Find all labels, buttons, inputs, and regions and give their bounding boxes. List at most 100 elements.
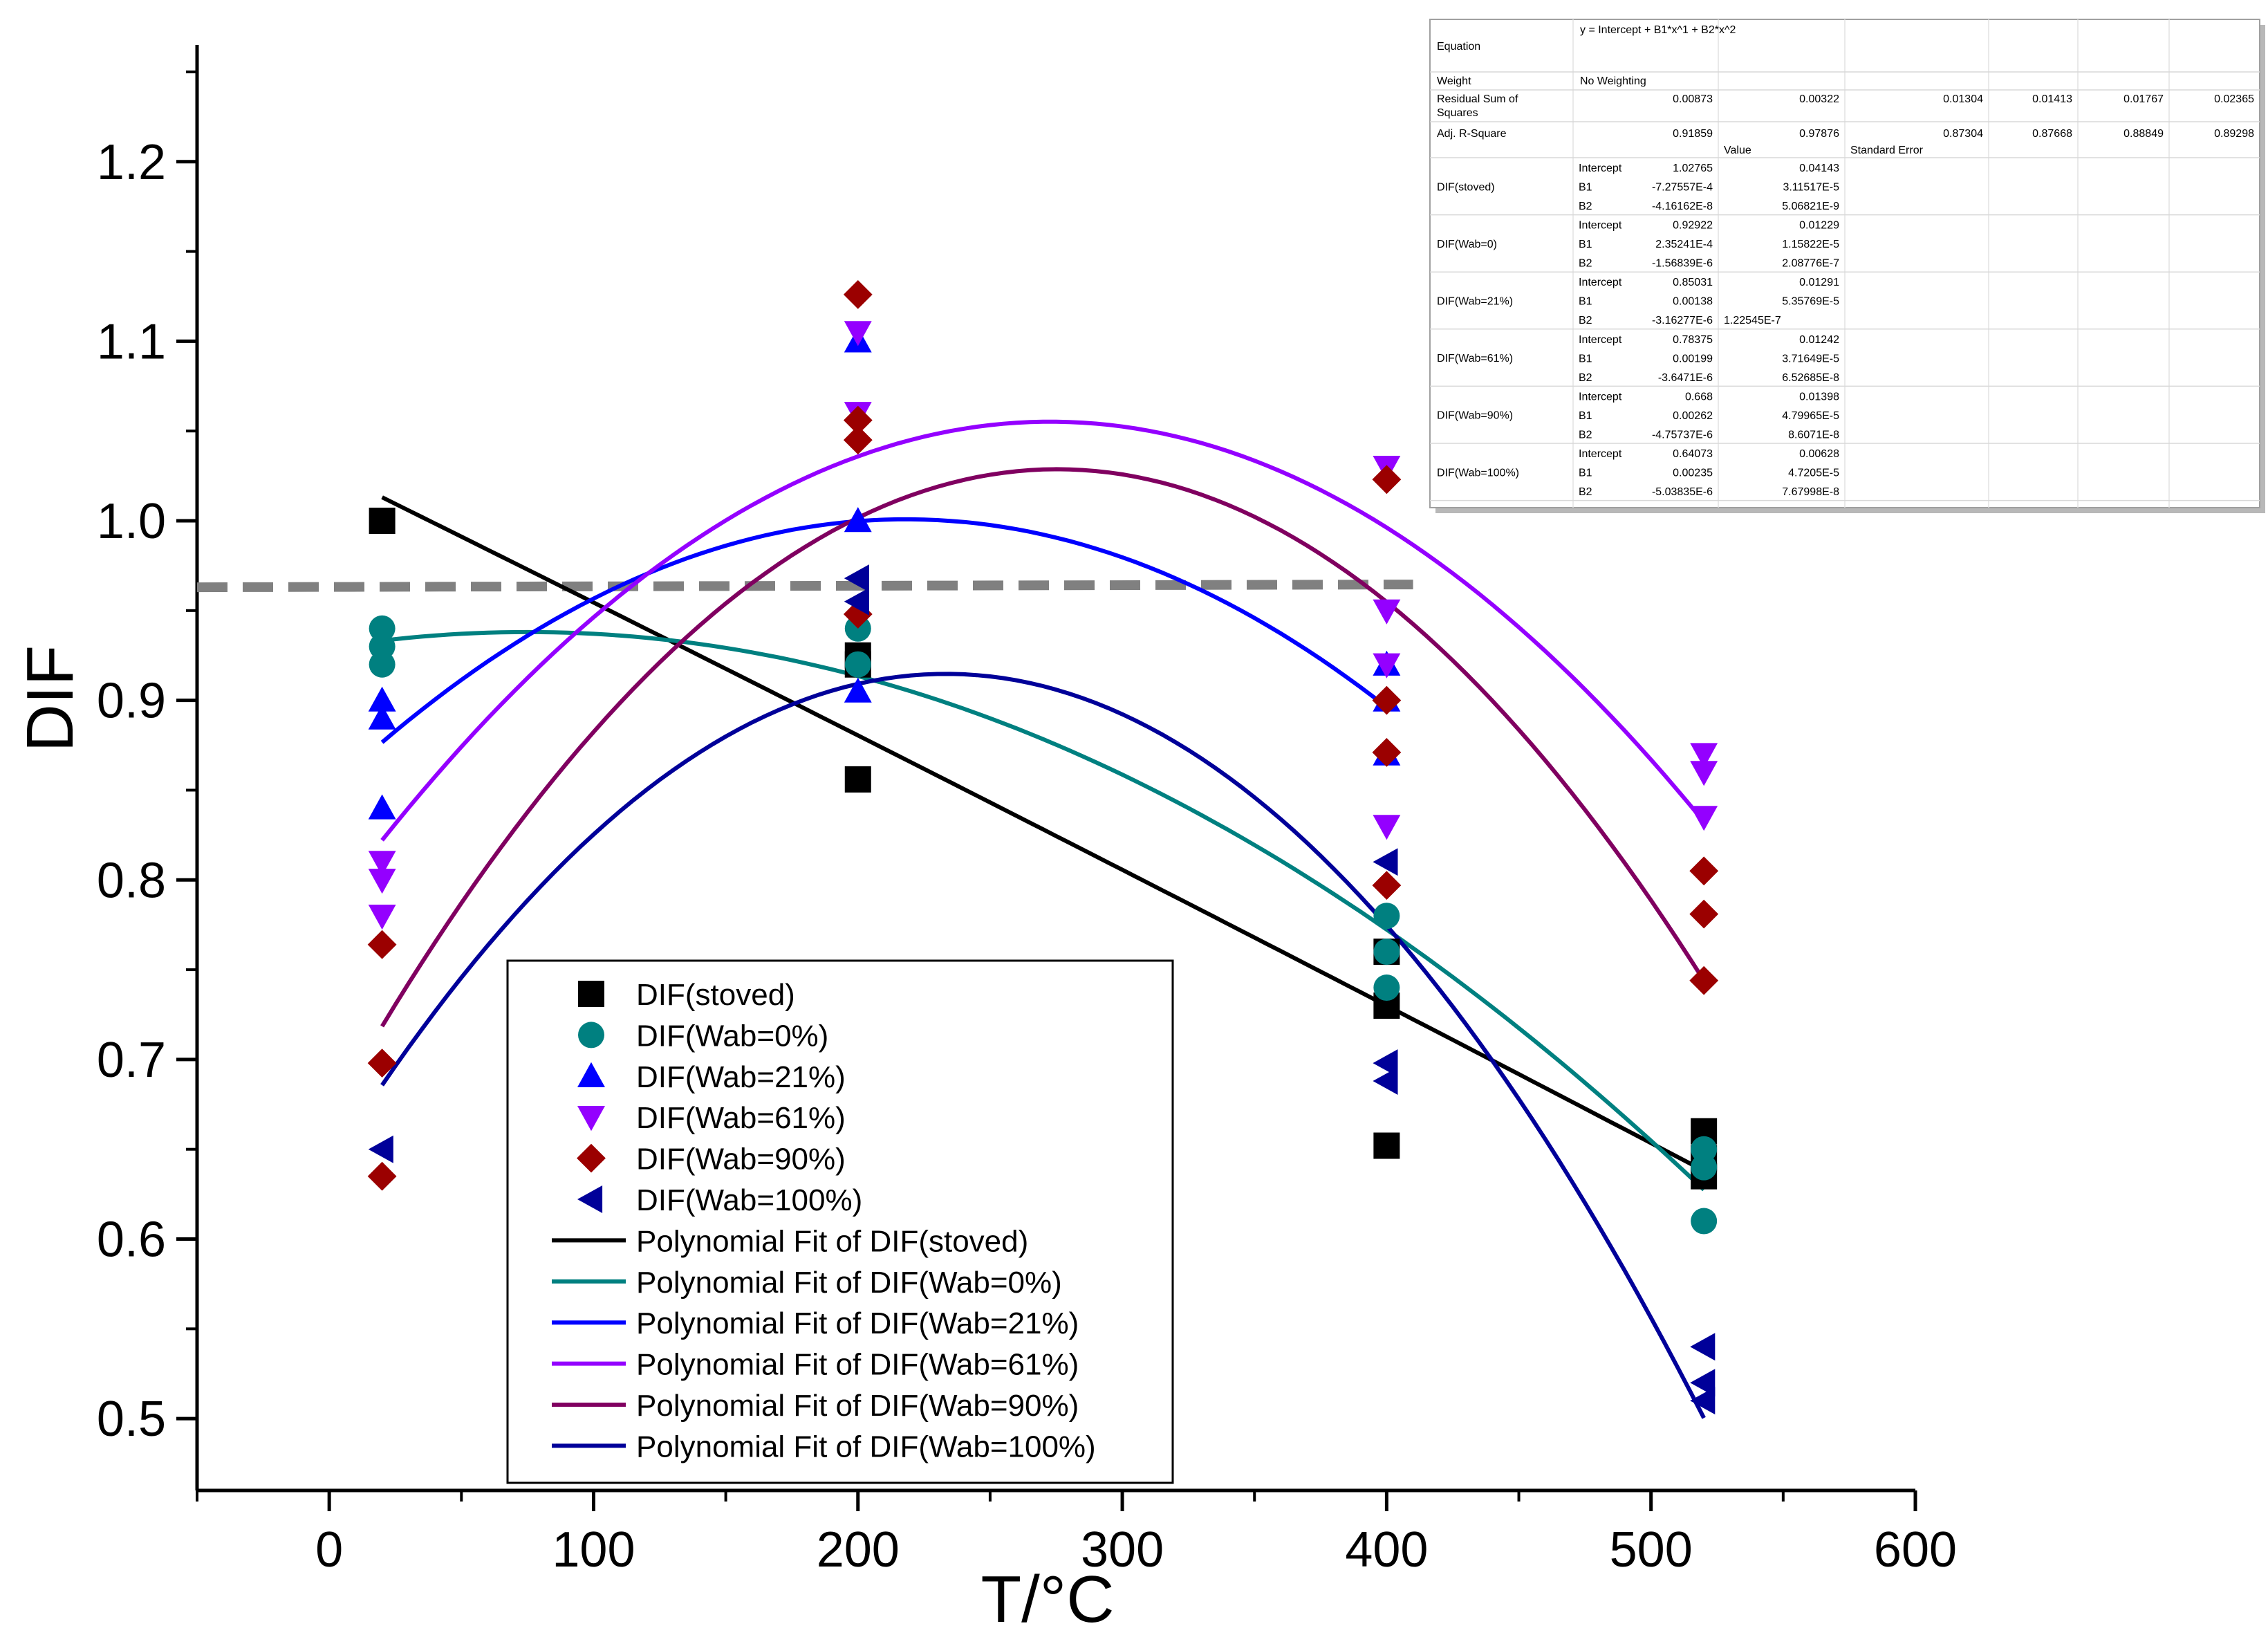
table-cell: Intercept <box>1579 163 1622 174</box>
legend-label: DIF(Wab=61%) <box>636 1101 846 1135</box>
data-point-series-1 <box>1373 1132 1400 1159</box>
data-point-series-6 <box>1690 1369 1716 1397</box>
table-cell: 1.15822E-5 <box>1782 239 1839 250</box>
table-cell: 4.7205E-5 <box>1788 468 1839 479</box>
reference-line-layer <box>196 580 1413 593</box>
data-point-series-4 <box>368 851 396 876</box>
x-tick-label: 100 <box>552 1522 635 1578</box>
data-point-series-4 <box>844 321 872 347</box>
table-cell: DIF(Wab=100%) <box>1437 467 1519 479</box>
table-cell: 5.35769E-5 <box>1782 296 1839 308</box>
table-cell: B1 <box>1579 410 1592 422</box>
fit-curve-3 <box>380 517 1388 744</box>
table-cell: Intercept <box>1579 220 1622 232</box>
data-point-series-3 <box>368 794 396 820</box>
table-cell: 0.87668 <box>2032 128 2072 140</box>
legend-symbol-series-6 <box>577 1185 603 1213</box>
y-axis-title: DIF <box>13 645 87 752</box>
x-tick-label: 200 <box>817 1522 900 1578</box>
data-point-series-5 <box>843 425 873 455</box>
legend-symbol-series-2 <box>578 1022 604 1049</box>
legend-label: DIF(Wab=21%) <box>636 1060 846 1094</box>
table-cell: B2 <box>1579 201 1592 212</box>
reference-dashed-line <box>196 580 1413 593</box>
data-point-series-3 <box>844 507 872 533</box>
data-points <box>367 280 1719 1415</box>
table-cell: Intercept <box>1579 277 1622 288</box>
table-cell: Squares <box>1437 107 1478 119</box>
x-tick-label: 300 <box>1081 1522 1164 1578</box>
legend-symbol-series-3 <box>577 1062 605 1087</box>
table-cell: DIF(Wab=90%) <box>1437 410 1513 422</box>
data-point-series-5 <box>1689 966 1719 995</box>
data-point-series-5 <box>1372 738 1402 767</box>
table-cell: 5.06821E-9 <box>1782 201 1839 212</box>
table-cell: 0.00628 <box>1799 448 1839 460</box>
data-point-series-5 <box>367 1049 397 1078</box>
data-point-series-4 <box>1690 761 1718 786</box>
y-tick-label: 1.1 <box>97 314 166 369</box>
data-point-series-5 <box>1689 856 1719 886</box>
data-point-series-6 <box>1373 848 1398 876</box>
data-point-series-6 <box>1373 1067 1398 1095</box>
table-cell: No Weighting <box>1580 75 1646 87</box>
data-point-series-3 <box>368 686 396 712</box>
legend-label: DIF(Wab=100%) <box>636 1183 862 1217</box>
table-cell: Equation <box>1437 41 1480 53</box>
table-cell: Residual Sum of <box>1437 93 1518 105</box>
y-tick-label: 0.9 <box>97 674 166 729</box>
fit-curve-4 <box>380 419 1706 842</box>
table-cell: 2.35241E-4 <box>1655 239 1713 250</box>
table-cell: DIF(Wab=21%) <box>1437 296 1513 308</box>
data-point-series-4 <box>1373 599 1401 625</box>
table-cell: 0.01413 <box>2032 93 2072 105</box>
data-point-series-2 <box>1373 974 1400 1001</box>
data-point-series-6 <box>1690 1387 1716 1415</box>
data-point-series-1 <box>369 508 396 535</box>
legend-symbol-series-5 <box>577 1143 606 1173</box>
table-cell: 0.00235 <box>1673 468 1713 479</box>
table-cell: DIF(Wab=61%) <box>1437 353 1513 364</box>
table-cell: 0.89298 <box>2214 128 2254 140</box>
table-cell: B1 <box>1579 468 1592 479</box>
table-cell: -1.56839E-6 <box>1652 258 1713 270</box>
data-point-series-3 <box>368 704 396 730</box>
table-cell: B1 <box>1579 296 1592 308</box>
table-cell: 1.22545E-7 <box>1724 315 1781 326</box>
y-tick-label: 0.5 <box>97 1392 166 1447</box>
y-tick-label: 1.0 <box>97 494 166 549</box>
data-point-series-2 <box>369 615 396 642</box>
table-cell: 0.00138 <box>1673 296 1713 308</box>
table-cell: 6.52685E-8 <box>1782 372 1839 384</box>
table-cell: 0.01767 <box>2123 93 2164 105</box>
table-cell: 0.64073 <box>1673 448 1713 460</box>
data-point-series-2 <box>844 651 871 678</box>
data-point-series-5 <box>1372 685 1402 715</box>
y-tick-label: 0.8 <box>97 853 166 908</box>
data-point-series-2 <box>369 651 396 678</box>
legend-label: Polynomial Fit of DIF(Wab=100%) <box>636 1430 1096 1463</box>
data-point-series-4 <box>1373 653 1401 678</box>
table-cell: Intercept <box>1579 448 1622 460</box>
data-point-series-5 <box>843 405 873 435</box>
table-cell: 0.668 <box>1685 391 1713 403</box>
table-cell: DIF(Wab=0) <box>1437 239 1497 250</box>
data-point-series-5 <box>367 930 397 959</box>
fit-parameters-table: Equation y = Intercept + B1*x^1 + B2*x^2 W… <box>1429 19 2265 513</box>
data-point-series-4 <box>368 905 396 930</box>
table-cell: 0.01242 <box>1799 334 1839 346</box>
table-cell: 0.01291 <box>1799 277 1839 288</box>
table-cell: -4.16162E-8 <box>1652 201 1713 212</box>
table-cell: -4.75737E-6 <box>1652 429 1713 441</box>
table-cell: Intercept <box>1579 334 1622 346</box>
table-cell: y = Intercept + B1*x^1 + B2*x^2 <box>1580 24 1736 36</box>
data-point-series-5 <box>1689 899 1719 929</box>
table-cell: 0.78375 <box>1673 334 1713 346</box>
x-tick-label: 400 <box>1345 1522 1428 1578</box>
data-point-series-1 <box>844 766 871 793</box>
table-cell: -3.16277E-6 <box>1652 315 1713 326</box>
table-cell: 0.85031 <box>1673 277 1713 288</box>
table-cell: 1.02765 <box>1673 163 1713 174</box>
fit-curve-6 <box>380 672 1706 1419</box>
